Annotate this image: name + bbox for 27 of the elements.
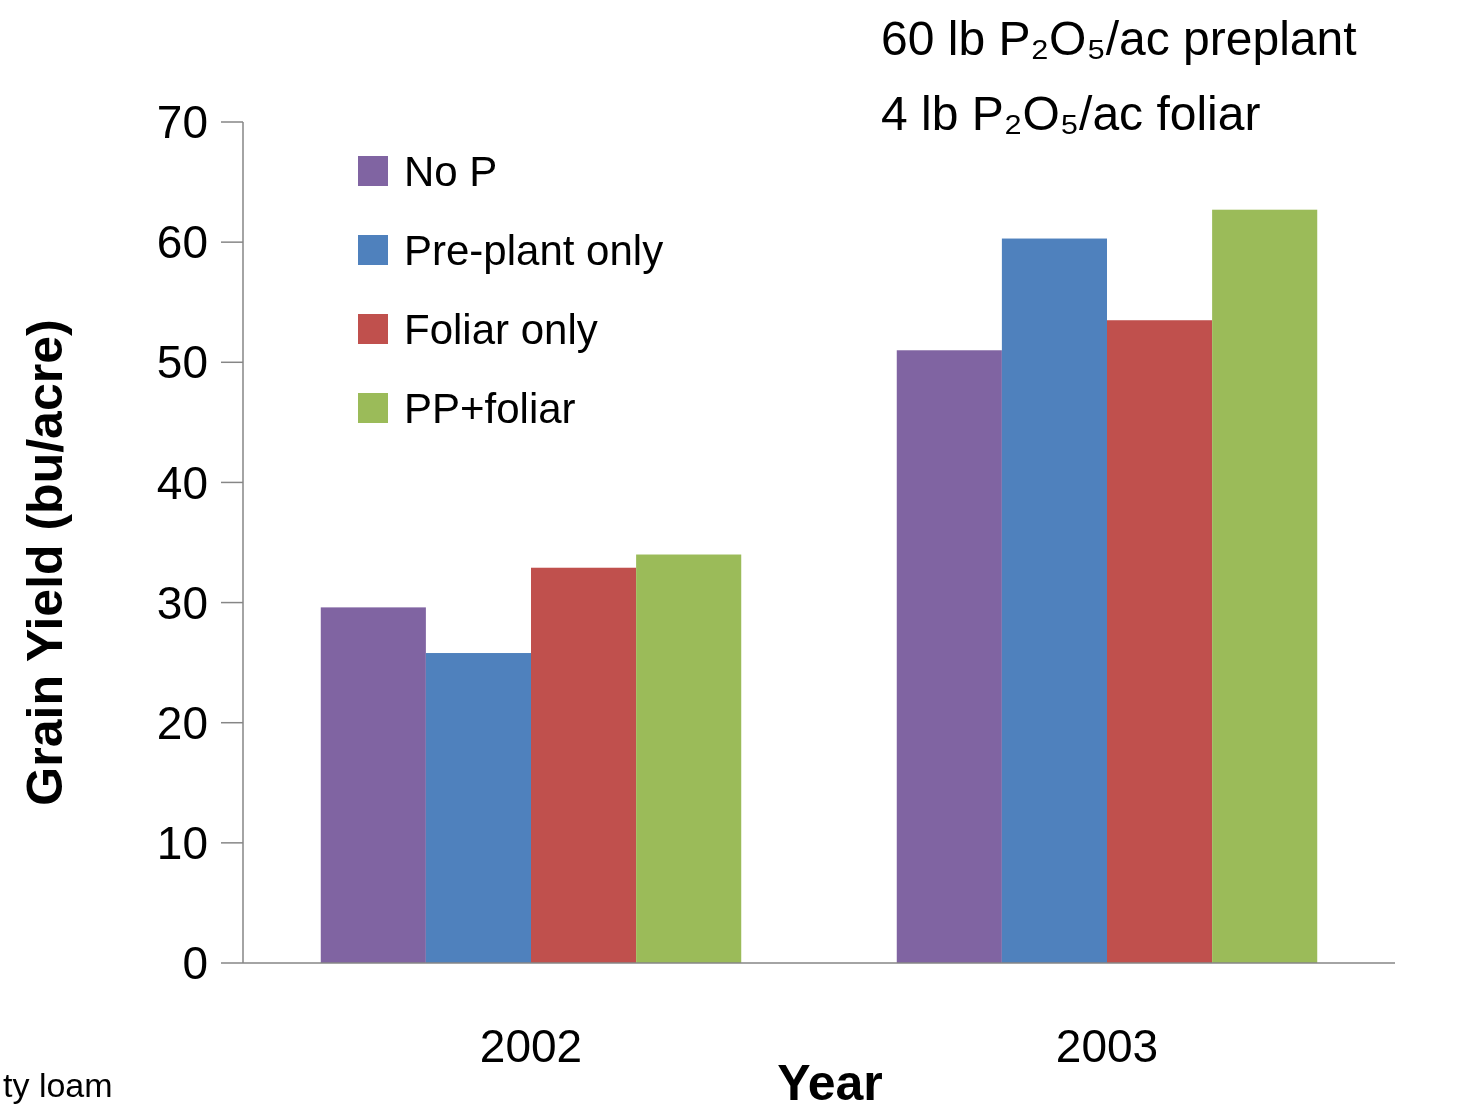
bar [896,350,1002,963]
bar [1212,209,1318,963]
y-tick-label: 20 [156,696,208,749]
x-axis-title: Year [777,1055,883,1107]
bar [1001,238,1107,963]
x-tick-label: 2002 [479,1020,583,1072]
y-tick-label: 70 [156,96,208,149]
legend-label: No P [404,147,498,195]
y-tick-label: 30 [156,576,208,629]
text: 60 lb P₂O₅/ac preplant [881,12,1357,65]
y-tick-label: 40 [156,456,208,509]
bar [1107,320,1213,963]
legend-label: Pre-plant only [404,226,664,274]
y-axis-title: Grain Yield (bu/acre) [17,319,73,806]
text: ty loam [3,1066,113,1104]
bar [320,607,426,963]
y-tick-label: 10 [156,816,208,869]
annotation: 4 lb P₂O₅/ac foliar [881,87,1261,140]
bar [531,567,637,963]
y-tick-label: 0 [182,937,208,990]
bar [425,653,531,963]
legend-label: Foliar only [404,305,598,353]
x-tick-label: 2003 [1055,1020,1159,1072]
y-tick-label: 60 [156,216,208,269]
bar [636,554,742,963]
legend-label: PP+foliar [404,384,576,432]
y-tick-label: 50 [156,336,208,389]
